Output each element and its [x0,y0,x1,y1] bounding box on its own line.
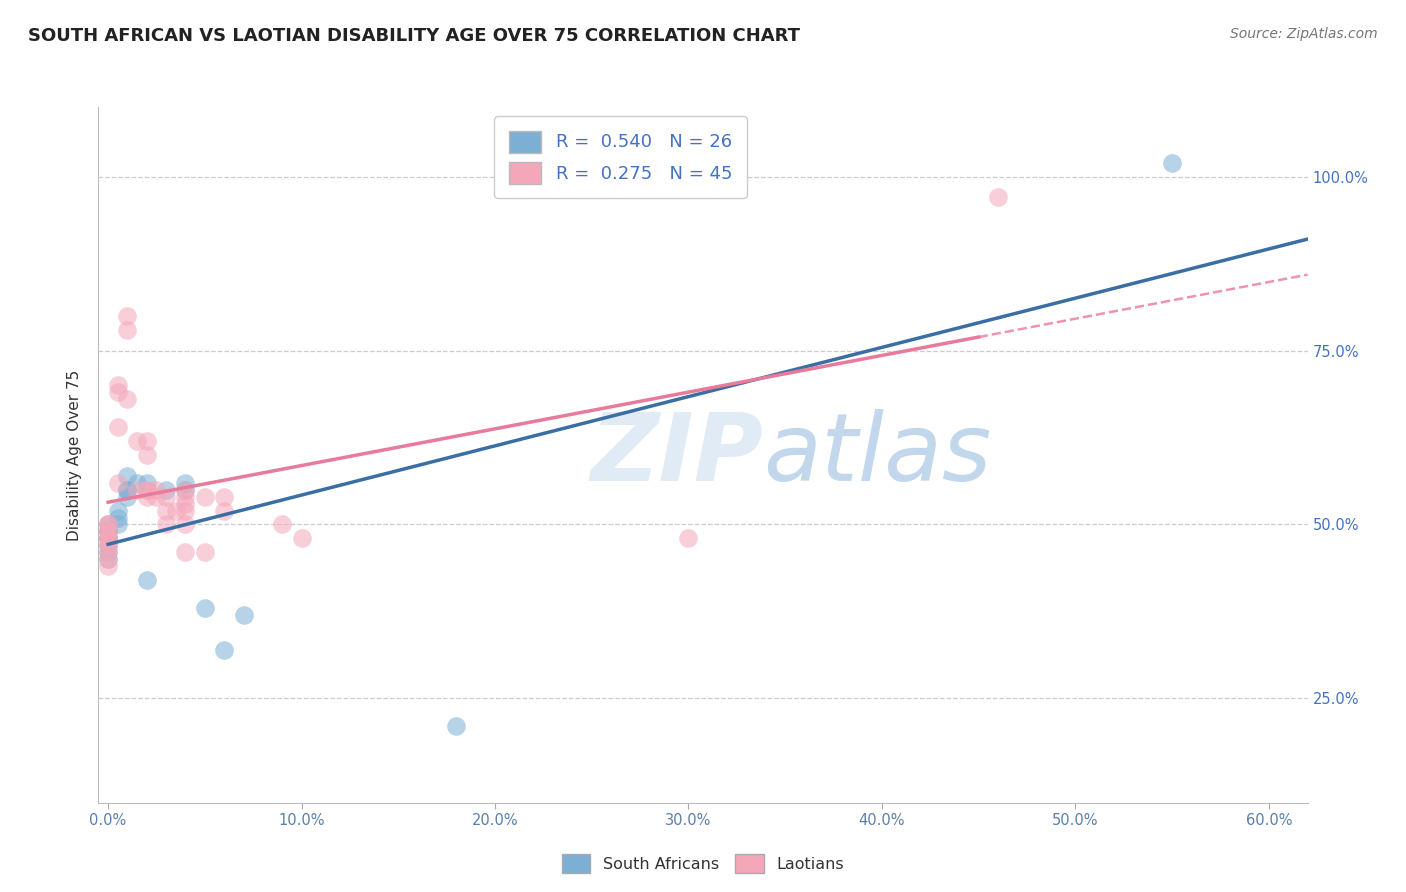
Point [97,524,120,539]
Point [117,323,139,337]
Point [135,434,157,448]
Point [97,538,120,552]
Point [117,309,139,323]
Point [212,503,235,517]
Point [127,483,149,497]
Point [212,642,235,657]
Point [1161,155,1184,169]
Point [97,524,120,539]
Point [127,434,149,448]
Point [271,517,294,532]
Point [135,483,157,497]
Point [174,475,197,490]
Point [135,490,157,504]
Point [117,483,139,497]
Point [97,538,120,552]
Point [97,517,120,532]
Point [155,490,177,504]
Point [117,490,139,504]
Text: Source: ZipAtlas.com: Source: ZipAtlas.com [1230,27,1378,41]
Point [174,490,197,504]
Point [194,545,217,559]
Point [97,545,120,559]
Point [97,552,120,566]
Point [165,503,187,517]
Point [107,503,129,517]
Point [127,475,149,490]
Point [107,510,129,524]
Point [97,559,120,574]
Point [212,490,235,504]
Point [135,483,157,497]
Point [107,475,129,490]
Point [97,532,120,546]
Point [155,517,177,532]
Legend: R =  0.540   N = 26, R =  0.275   N = 45: R = 0.540 N = 26, R = 0.275 N = 45 [495,116,747,198]
Point [194,601,217,615]
Point [174,497,197,511]
Point [117,468,139,483]
Point [97,532,120,546]
Point [155,503,177,517]
Y-axis label: Disability Age Over 75: Disability Age Over 75 [67,369,83,541]
Point [97,524,120,539]
Point [174,483,197,497]
Point [135,573,157,587]
Point [145,483,167,497]
Point [155,483,177,497]
Point [174,517,197,532]
Point [174,503,197,517]
Point [97,532,120,546]
Text: atlas: atlas [763,409,991,500]
Point [107,385,129,400]
Point [290,532,312,546]
Point [194,490,217,504]
Point [97,524,120,539]
Point [107,420,129,434]
Point [174,483,197,497]
Point [174,545,197,559]
Legend: South Africans, Laotians: South Africans, Laotians [555,847,851,880]
Point [678,532,700,546]
Point [97,545,120,559]
Point [117,483,139,497]
Point [107,378,129,392]
Point [117,392,139,407]
Point [135,448,157,462]
Point [107,517,129,532]
Point [987,190,1010,204]
Text: ZIP: ZIP [591,409,763,501]
Point [232,607,254,622]
Point [145,490,167,504]
Point [446,719,468,733]
Point [97,517,120,532]
Point [97,532,120,546]
Point [97,552,120,566]
Point [97,517,120,532]
Point [135,475,157,490]
Point [97,538,120,552]
Text: SOUTH AFRICAN VS LAOTIAN DISABILITY AGE OVER 75 CORRELATION CHART: SOUTH AFRICAN VS LAOTIAN DISABILITY AGE … [28,27,800,45]
